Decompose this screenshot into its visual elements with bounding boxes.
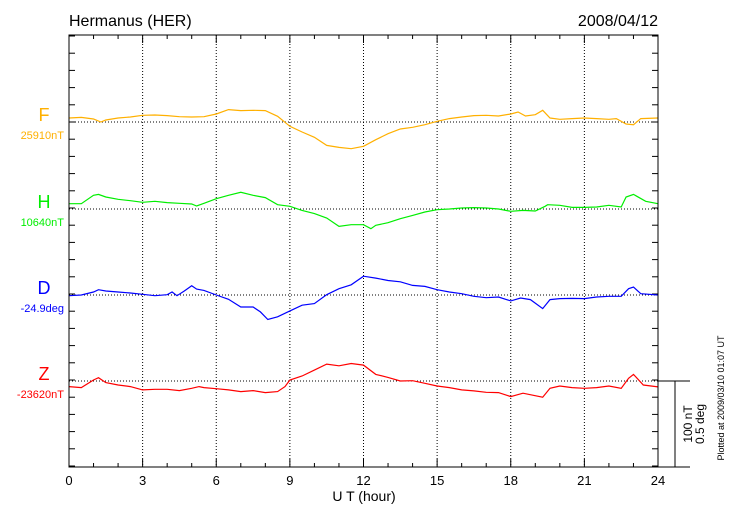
x-tick-label: 24 bbox=[651, 473, 665, 488]
chart-title: Hermanus (HER) bbox=[69, 13, 192, 30]
series-name-d: D bbox=[38, 278, 51, 298]
x-tick-label: 12 bbox=[356, 473, 370, 488]
x-tick-label: 9 bbox=[286, 473, 293, 488]
x-tick-label: 15 bbox=[430, 473, 444, 488]
series-labels: F 25910nT H 10640nT D -24.9deg Z -23620nT bbox=[17, 105, 64, 401]
series-line-z bbox=[68, 362, 659, 398]
series-name-z: Z bbox=[39, 364, 50, 384]
x-tick-label: 3 bbox=[139, 473, 146, 488]
plotted-at-footer: Plotted at 2009/03/10 01:07 UT bbox=[716, 335, 726, 461]
scale-deg-label: 0.5 deg bbox=[693, 404, 707, 444]
series-lines bbox=[68, 108, 659, 398]
series-baseline-z: -23620nT bbox=[17, 389, 64, 401]
series-line-f bbox=[68, 108, 659, 150]
x-tick-label: 0 bbox=[65, 473, 72, 488]
scale-nt-label: 100 nT bbox=[681, 405, 695, 443]
series-line-h bbox=[69, 191, 659, 230]
x-tick-label: 6 bbox=[213, 473, 220, 488]
series-line-d bbox=[68, 275, 659, 321]
x-tick-label: 18 bbox=[504, 473, 518, 488]
scale-bar: 100 nT 0.5 deg bbox=[658, 380, 707, 468]
series-baseline-h: 10640nT bbox=[21, 217, 65, 229]
series-name-h: H bbox=[38, 192, 51, 212]
grid bbox=[69, 35, 658, 467]
series-name-f: F bbox=[39, 105, 50, 125]
plot-frame bbox=[68, 34, 659, 468]
x-tick-label: 21 bbox=[577, 473, 591, 488]
chart-date: 2008/04/12 bbox=[578, 13, 658, 30]
series-baseline-d: -24.9deg bbox=[21, 303, 64, 315]
x-tick-labels: 0 3 6 9 12 15 18 21 24 bbox=[65, 473, 665, 488]
axis-ticks bbox=[68, 35, 659, 467]
series-baseline-f: 25910nT bbox=[21, 130, 65, 142]
x-axis-label: U T (hour) bbox=[332, 488, 395, 504]
